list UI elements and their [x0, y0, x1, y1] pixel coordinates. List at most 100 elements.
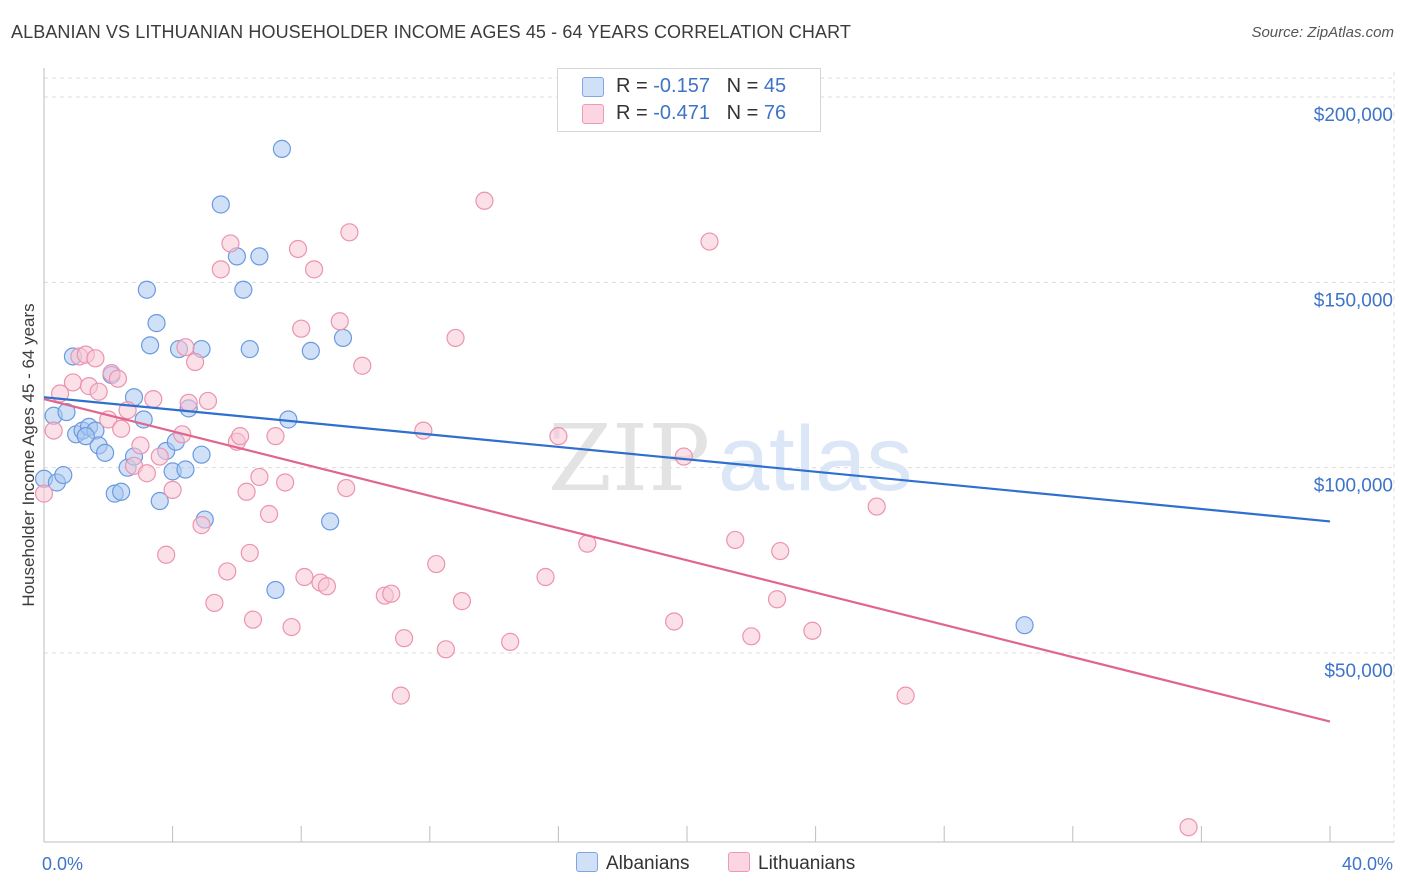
lithuanian-point	[221, 234, 240, 253]
lithuanian-point	[771, 541, 790, 561]
lithuanians-swatch	[582, 104, 604, 124]
n-value: 76	[763, 102, 787, 124]
lithuanian-point	[501, 632, 520, 651]
lithuanian-point	[86, 349, 105, 368]
albanian-point	[234, 280, 253, 299]
albanian-point	[140, 336, 160, 355]
legend-item-albanians[interactable]: Albanians	[576, 852, 689, 875]
r-label: R =	[616, 75, 654, 97]
albanian-point	[54, 465, 73, 485]
albanian-point	[192, 445, 211, 464]
watermark-atlas: atlas	[718, 408, 912, 510]
albanian-point	[266, 580, 285, 600]
albanian-point	[137, 280, 156, 299]
lithuanian-point	[436, 640, 455, 659]
albanian-point	[95, 443, 115, 462]
albanian-point	[333, 328, 353, 348]
albanian-point	[147, 314, 166, 333]
y-tick-label: $100,000	[1314, 476, 1393, 497]
correlation-legend: R = -0.157 N = 45 R = -0.471 N = 76	[557, 68, 821, 132]
albanians-legend-swatch	[576, 852, 598, 872]
lithuanian-point	[192, 516, 211, 535]
lithuanian-point	[163, 480, 182, 500]
albanian-point	[76, 427, 95, 446]
lithuanian-point	[394, 629, 414, 648]
lithuanian-point	[150, 447, 169, 466]
lithuanian-point	[63, 373, 83, 392]
lithuanian-point	[674, 447, 693, 466]
albanian-point	[1015, 616, 1034, 635]
albanian-point	[321, 512, 340, 531]
r-label: R =	[616, 102, 654, 124]
n-value: 45	[763, 75, 787, 97]
lithuanian-point	[157, 545, 176, 564]
lithuanian-point	[112, 419, 131, 438]
albanian-point	[176, 460, 195, 479]
albanian-point	[240, 339, 259, 359]
lithuanian-point	[304, 260, 324, 279]
albanian-point	[250, 247, 269, 266]
r-value: -0.157	[653, 75, 710, 97]
lithuanian-point	[292, 319, 311, 338]
lithuanian-point	[144, 389, 163, 409]
lithuanian-point	[276, 473, 295, 492]
albanians-trend-line	[43, 396, 1331, 523]
lithuanian-point	[665, 612, 684, 631]
lithuanian-point	[549, 427, 568, 446]
legend-stats-albanians: R = -0.157 N = 45	[616, 75, 786, 98]
y-tick-label: $50,000	[1324, 661, 1393, 682]
lithuanian-point	[330, 312, 349, 331]
lithuanian-point	[295, 567, 314, 587]
lithuanian-point	[427, 554, 446, 574]
source-label: Source: ZipAtlas.com	[1251, 24, 1394, 41]
albanian-point	[150, 491, 169, 511]
lithuanian-point	[176, 338, 195, 357]
lithuanian-point	[767, 590, 787, 609]
legend-stats-lithuanians: R = -0.471 N = 76	[616, 102, 786, 125]
lithuanian-point	[317, 577, 337, 596]
lithuanian-point	[414, 421, 433, 440]
lithuanian-point	[452, 592, 472, 611]
lithuanian-point	[536, 567, 555, 587]
lithuanians-legend-swatch	[728, 852, 750, 872]
lithuanian-point	[867, 497, 886, 516]
lithuanian-point	[211, 260, 230, 279]
albanians-points	[34, 139, 1034, 635]
lithuanian-point	[44, 421, 63, 440]
albanian-point	[211, 195, 230, 214]
lithuanian-point	[1179, 818, 1198, 837]
albanians-swatch	[582, 77, 604, 97]
lithuanian-point	[108, 369, 128, 388]
lithuanian-point	[266, 427, 285, 446]
n-label: N =	[726, 102, 764, 124]
lithuanian-point	[250, 467, 269, 487]
lithuanian-point	[205, 593, 224, 613]
r-value: -0.471	[653, 102, 710, 124]
y-tick-label: $200,000	[1314, 105, 1393, 126]
lithuanian-point	[89, 382, 108, 401]
lithuanian-point	[803, 621, 822, 640]
lithuanian-point	[700, 232, 719, 251]
lithuanian-point	[198, 391, 218, 411]
n-label: N =	[726, 75, 764, 97]
axes	[43, 68, 1394, 843]
lithuanian-point	[237, 482, 256, 501]
lithuanian-point	[340, 223, 359, 242]
lithuanian-point	[240, 543, 259, 563]
lithuanian-point	[186, 352, 205, 372]
lithuanians-trend-line	[43, 398, 1331, 723]
lithuanian-point	[391, 686, 410, 705]
legend-item-lithuanians[interactable]: Lithuanians	[728, 852, 855, 875]
lithuanian-point	[353, 356, 372, 375]
lithuanian-point	[337, 478, 356, 498]
lithuanian-point	[218, 562, 237, 581]
albanian-point	[301, 341, 320, 361]
lithuanian-point	[137, 464, 156, 483]
albanian-point	[57, 402, 76, 422]
x-tick-label-end: 40.0%	[1342, 854, 1393, 874]
lithuanian-point	[288, 239, 308, 259]
y-tick-label: $150,000	[1314, 290, 1393, 311]
trend-lines	[43, 396, 1331, 723]
lithuanian-point	[742, 627, 761, 646]
